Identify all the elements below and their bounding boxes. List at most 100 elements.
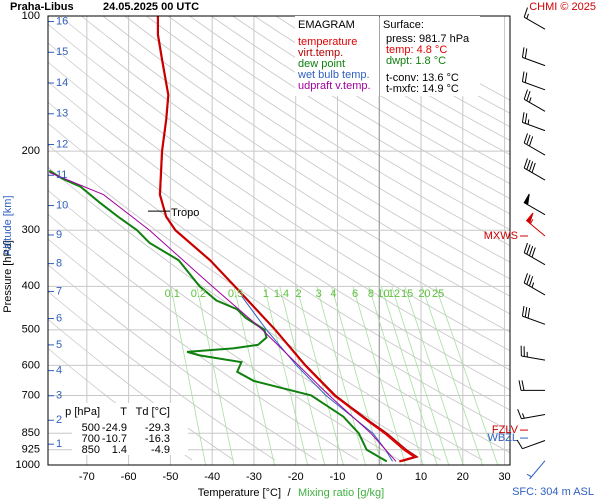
surface-box xyxy=(380,16,480,96)
surface-item: t-conv: 13.6 °C xyxy=(386,72,459,84)
mixing-ratio-label: 20 xyxy=(418,288,430,300)
wind-barb xyxy=(521,47,546,67)
footer: SFC: 304 m ASL xyxy=(512,486,594,498)
x-tick-label: -10 xyxy=(330,471,346,483)
mixing-ratio-label: 15 xyxy=(401,288,413,300)
mixing-ratio-label: 0.1 xyxy=(165,288,180,300)
table-header: T xyxy=(120,406,127,418)
x-tick-label: -60 xyxy=(121,471,137,483)
dry-adiabat xyxy=(48,291,276,461)
mixing-ratio-label: 8 xyxy=(368,288,374,300)
mixing-ratio-label: 1 xyxy=(263,288,269,300)
mixing-ratio-label: 1.4 xyxy=(274,288,289,300)
wind-barb xyxy=(520,345,546,361)
y-tick-label: 100 xyxy=(22,10,40,22)
mixing-ratio-line xyxy=(391,285,450,465)
y-tick-label: 300 xyxy=(22,224,40,236)
mixing-ratio-line xyxy=(316,285,366,465)
y2-tick-label: 10 xyxy=(56,199,68,211)
x-tick-label: -20 xyxy=(288,471,304,483)
mixing-ratio-line xyxy=(421,285,483,465)
dry-adiabat xyxy=(48,213,400,461)
y-tick-label: 1000 xyxy=(16,459,40,471)
legend-box xyxy=(295,16,379,96)
wind-barb xyxy=(523,158,546,181)
wind-barb xyxy=(525,212,546,237)
y2-tick-label: 12 xyxy=(56,138,68,150)
dry-adiabat xyxy=(48,318,234,461)
x-tick-label: -30 xyxy=(246,471,262,483)
table-cell: 1.4 xyxy=(112,444,127,456)
mixing-ratio-label: 25 xyxy=(432,288,444,300)
wind-barb xyxy=(521,71,546,91)
y2-axis-title: Altitude [km] xyxy=(2,195,14,256)
legend-title: EMAGRAM xyxy=(298,19,355,31)
wind-barb xyxy=(521,112,546,132)
y2-tick-label: 16 xyxy=(56,15,68,27)
dry-adiabat xyxy=(48,264,317,461)
dry-adiabat xyxy=(167,16,510,231)
mixing-ratio-line xyxy=(196,285,235,465)
x-tick-label: 0 xyxy=(376,471,382,483)
y2-tick-label: 8 xyxy=(56,258,62,270)
wind-barb xyxy=(523,89,546,112)
wind-barb xyxy=(523,133,546,156)
surface-item: press: 981.7 hPa xyxy=(386,33,470,45)
legend-entry: virt.temp. xyxy=(298,47,343,59)
mixing-ratio-label: 0.5 xyxy=(228,288,243,300)
dry-adiabat xyxy=(48,122,510,432)
wind-barb xyxy=(523,193,546,216)
y-tick-label: 400 xyxy=(22,280,40,292)
y2-tick-label: 3 xyxy=(56,390,62,402)
level-label: MXWS xyxy=(484,230,518,242)
y2-tick-label: 11 xyxy=(56,169,67,181)
table-cell: -24.9 xyxy=(102,422,127,434)
mixing-ratio-label: 10 xyxy=(377,288,389,300)
table-cell: -4.9 xyxy=(151,444,170,456)
dry-adiabat xyxy=(362,16,510,101)
dry-adiabat xyxy=(146,16,510,247)
wind-barb xyxy=(523,273,546,296)
profile-line xyxy=(48,169,388,463)
credit: CHMI © 2025 xyxy=(529,1,596,13)
dry-adiabat xyxy=(48,61,510,371)
surface-item: dwpt: 1.8 °C xyxy=(386,55,446,67)
wind-barb xyxy=(526,460,546,480)
y2-tick-label: 7 xyxy=(56,285,62,297)
wind-barb xyxy=(521,305,546,325)
legend-entry: dew point xyxy=(298,58,345,70)
dry-adiabat xyxy=(48,166,483,461)
mixing-ratio-line xyxy=(233,285,275,465)
y2-tick-label: 9 xyxy=(56,229,62,241)
wind-barb xyxy=(517,409,546,420)
y-axis-title: Pressure [hPa] xyxy=(2,240,14,313)
y2-tick-label: 13 xyxy=(56,108,68,120)
mixing-ratio-label: 0.2 xyxy=(191,288,206,300)
y2-tick-label: 14 xyxy=(56,77,68,89)
x-tick-label: 20 xyxy=(457,471,469,483)
mixing-ratio-line xyxy=(380,285,438,465)
profile-line xyxy=(157,16,419,462)
x2-axis-title: Mixing ratio [g/kg] xyxy=(298,487,384,499)
axis-separator: / xyxy=(287,487,291,499)
level-label: WBZL xyxy=(487,432,518,444)
dry-adiabat xyxy=(48,347,193,461)
y-tick-label: 500 xyxy=(22,324,40,336)
dry-adiabat xyxy=(102,16,510,280)
legend-entry: wet bulb temp. xyxy=(297,69,370,81)
x-tick-label: -70 xyxy=(79,471,95,483)
x-axis-title: Temperature [°C] xyxy=(198,487,281,499)
mixing-ratio-line xyxy=(368,285,424,465)
wind-barb xyxy=(523,7,546,30)
dry-adiabat xyxy=(48,144,510,454)
level-table: p [hPa] T Td [°C] 500 -24.9 -29.3 700 -10.7 -16.… xyxy=(65,403,188,456)
y2-tick-label: 6 xyxy=(56,312,62,324)
level-label: Tropo xyxy=(171,207,199,219)
table-cell: 500 xyxy=(82,422,100,434)
dry-adiabat xyxy=(81,16,510,297)
mixing-ratio-line xyxy=(279,285,326,465)
level-label: FZLV xyxy=(492,424,519,436)
y-tick-label: 200 xyxy=(22,145,40,157)
table-cell: -16.3 xyxy=(145,433,170,445)
